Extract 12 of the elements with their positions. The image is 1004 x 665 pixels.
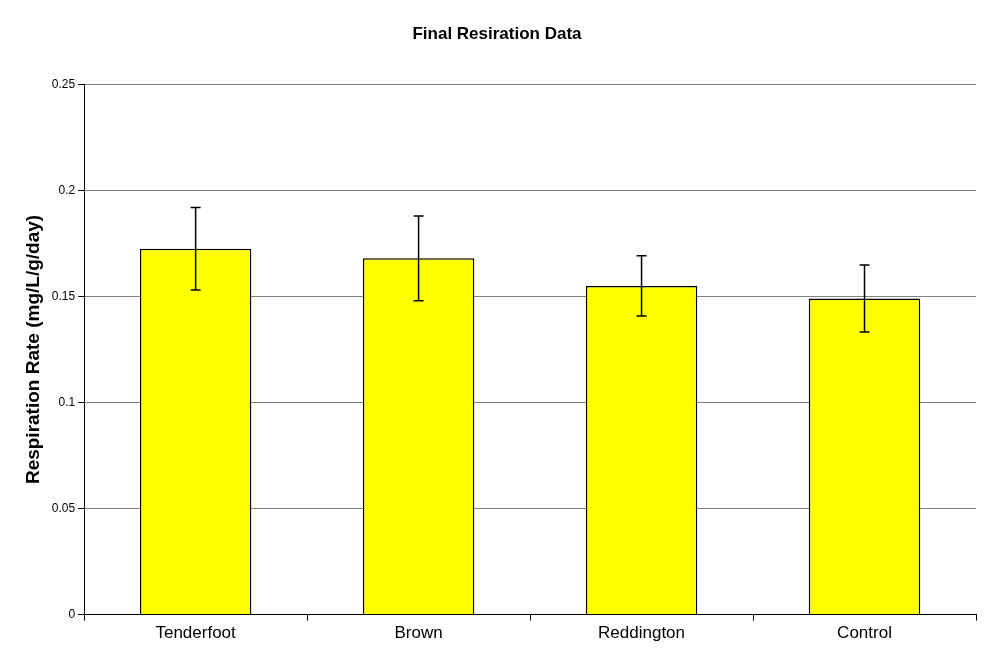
x-tick-label: Control (837, 623, 892, 643)
y-tick-label: 0.25 (51, 76, 76, 91)
y-tick-label: 0.1 (58, 394, 76, 409)
x-tick-label: Reddington (598, 623, 686, 643)
y-tick-label: 0 (68, 606, 76, 621)
x-tick-label: Tenderfoot (155, 623, 237, 643)
x-tick-label: Brown (394, 623, 443, 643)
y-tick-label: 0.05 (51, 500, 76, 515)
y-tick-label: 0.2 (58, 182, 76, 197)
chart-title: Final Resiration Data (412, 23, 583, 43)
y-axis-title: Respiration Rate (mg/L/g/day) (21, 214, 43, 485)
y-tick-label: 0.15 (51, 288, 76, 303)
